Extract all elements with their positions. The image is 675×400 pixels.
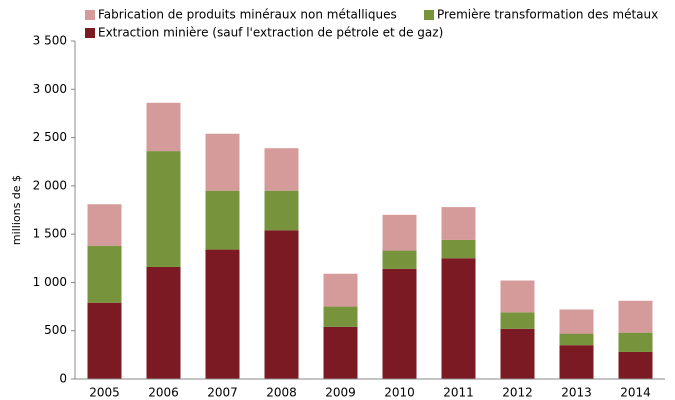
- bar-segment: [146, 151, 181, 267]
- bar-segment: [205, 190, 240, 250]
- bar-segment: [500, 328, 535, 379]
- bar-segment: [500, 280, 535, 313]
- bar-segment: [382, 268, 417, 379]
- bar-segment: [87, 245, 122, 303]
- legend-swatch: [424, 10, 434, 20]
- x-tick-label: 2012: [502, 386, 533, 400]
- bar-segment: [87, 204, 122, 246]
- legend-label: Première transformation des métaux: [437, 8, 658, 22]
- bar-segment: [264, 230, 299, 379]
- bar-segment: [264, 148, 299, 191]
- bar-segment: [500, 312, 535, 329]
- y-tick-label: 2 500: [33, 130, 67, 144]
- bar-segment: [559, 309, 594, 334]
- bar-segment: [87, 302, 122, 379]
- legend-label: Extraction minière (sauf l'extraction de…: [98, 26, 443, 40]
- y-tick-label: 3 500: [33, 34, 67, 48]
- bar-segment: [618, 332, 653, 352]
- bar-segment: [441, 207, 476, 240]
- bar-segment: [323, 273, 358, 307]
- bar-segment: [323, 306, 358, 327]
- bar-segment: [264, 190, 299, 231]
- bar-segment: [441, 258, 476, 379]
- bar-segment: [205, 249, 240, 379]
- bar-segment: [146, 266, 181, 379]
- x-tick-label: 2008: [266, 386, 297, 400]
- x-tick-label: 2014: [620, 386, 651, 400]
- bar-segment: [382, 250, 417, 269]
- y-tick-label: 2 000: [33, 178, 67, 192]
- y-tick-label: 500: [44, 323, 67, 337]
- bar-segment: [559, 345, 594, 379]
- y-tick-label: 1 000: [33, 275, 67, 289]
- bar-segment: [323, 326, 358, 379]
- x-tick-label: 2005: [89, 386, 120, 400]
- bar-segment: [618, 300, 653, 333]
- y-tick-label: 1 500: [33, 227, 67, 241]
- y-tick-label: 0: [59, 372, 67, 386]
- x-tick-label: 2007: [207, 386, 238, 400]
- bar-segment: [559, 333, 594, 346]
- legend-label: Fabrication de produits minéraux non mét…: [98, 8, 397, 22]
- x-tick-label: 2006: [148, 386, 179, 400]
- x-tick-label: 2009: [325, 386, 356, 400]
- legend-swatch: [85, 28, 95, 38]
- x-tick-label: 2011: [443, 386, 474, 400]
- legend-swatch: [85, 10, 95, 20]
- bar-segment: [441, 239, 476, 259]
- y-axis-label: millions de $: [10, 175, 23, 245]
- bar-segment: [146, 102, 181, 152]
- bar-segment: [205, 133, 240, 191]
- bar-segment: [382, 214, 417, 251]
- bar-segment: [618, 351, 653, 379]
- y-tick-label: 3 000: [33, 82, 67, 96]
- x-tick-label: 2013: [561, 386, 592, 400]
- x-tick-label: 2010: [384, 386, 415, 400]
